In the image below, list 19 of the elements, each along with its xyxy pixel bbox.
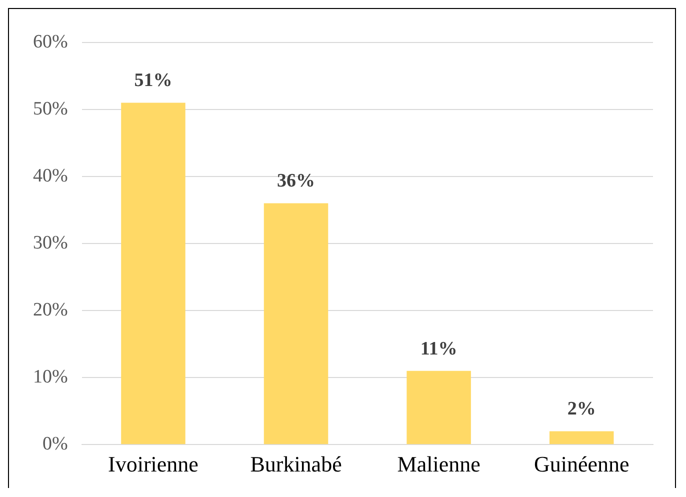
- bar: [121, 102, 186, 444]
- bar: [549, 431, 614, 444]
- y-tick-label: 40%: [33, 165, 68, 186]
- y-tick-label: 50%: [33, 98, 68, 120]
- x-tick-label: Burkinabé: [250, 452, 342, 477]
- bar: [264, 203, 328, 444]
- data-label: 51%: [134, 70, 172, 92]
- x-tick-label: Ivoirienne: [108, 452, 198, 477]
- data-label: 11%: [420, 338, 458, 360]
- y-tick-label: 20%: [33, 300, 68, 321]
- y-tick-label: 0%: [42, 434, 68, 455]
- x-tick-label: Guinéenne: [534, 452, 630, 477]
- y-tick-label: 60%: [33, 31, 68, 52]
- y-tick-label: 30%: [33, 232, 68, 254]
- data-label: 36%: [277, 170, 316, 192]
- y-tick-label: 10%: [33, 366, 68, 388]
- data-label: 2%: [567, 398, 596, 420]
- x-tick-label: Malienne: [397, 452, 480, 477]
- bar: [406, 370, 471, 444]
